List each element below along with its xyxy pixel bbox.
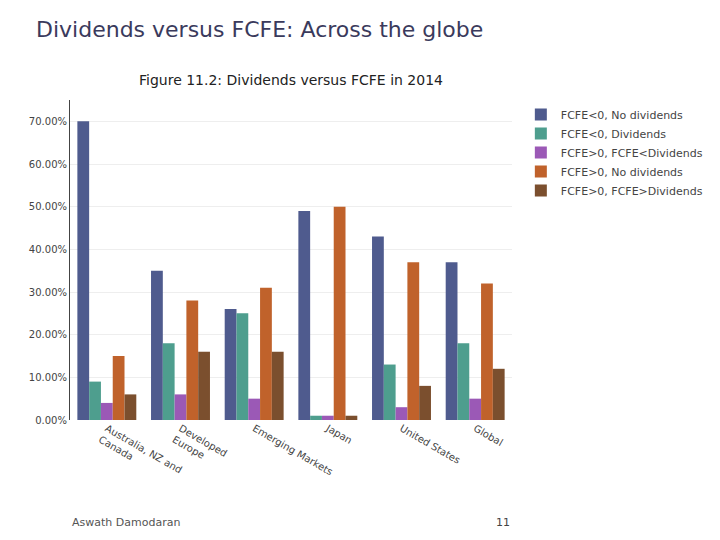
svg-text:DevelopedEurope: DevelopedEurope (171, 423, 229, 471)
svg-text:FCFE>0, FCFE>Dividends: FCFE>0, FCFE>Dividends (561, 185, 703, 198)
svg-text:10.00%: 10.00% (29, 372, 67, 383)
svg-text:FCFE>0, FCFE<Dividends: FCFE>0, FCFE<Dividends (561, 147, 703, 160)
svg-text:Aswath Damodaran: Aswath Damodaran (72, 516, 180, 529)
svg-text:70.00%: 70.00% (29, 116, 67, 127)
svg-text:FCFE<0, No dividends: FCFE<0, No dividends (561, 109, 683, 122)
svg-text:Australia, NZ andCanada: Australia, NZ andCanada (97, 423, 184, 487)
svg-text:FCFE>0, No dividends: FCFE>0, No dividends (561, 166, 683, 179)
svg-text:30.00%: 30.00% (29, 287, 67, 298)
svg-text:50.00%: 50.00% (29, 201, 67, 212)
svg-text:FCFE<0, Dividends: FCFE<0, Dividends (561, 128, 666, 141)
svg-text:11: 11 (496, 516, 510, 529)
svg-text:Figure 11.2: Dividends versus: Figure 11.2: Dividends versus FCFE in 20… (139, 72, 443, 88)
svg-text:40.00%: 40.00% (29, 244, 67, 255)
svg-text:Japan: Japan (323, 422, 354, 446)
svg-text:Emerging Markets: Emerging Markets (251, 423, 335, 478)
svg-text:20.00%: 20.00% (29, 329, 67, 340)
svg-text:0.00%: 0.00% (35, 415, 67, 426)
svg-text:60.00%: 60.00% (29, 159, 67, 170)
svg-text:United States: United States (398, 423, 462, 466)
svg-text:Dividends versus FCFE: Across: Dividends versus FCFE: Across the globe (36, 17, 483, 42)
svg-text:Global: Global (472, 423, 505, 448)
